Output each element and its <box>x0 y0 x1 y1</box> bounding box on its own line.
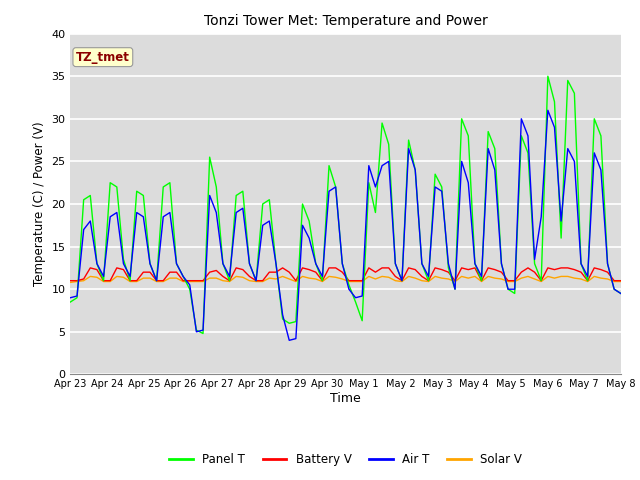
Legend: Panel T, Battery V, Air T, Solar V: Panel T, Battery V, Air T, Solar V <box>164 448 527 471</box>
Y-axis label: Temperature (C) / Power (V): Temperature (C) / Power (V) <box>33 122 46 286</box>
Title: Tonzi Tower Met: Temperature and Power: Tonzi Tower Met: Temperature and Power <box>204 14 488 28</box>
Text: TZ_tmet: TZ_tmet <box>76 51 130 64</box>
X-axis label: Time: Time <box>330 392 361 405</box>
